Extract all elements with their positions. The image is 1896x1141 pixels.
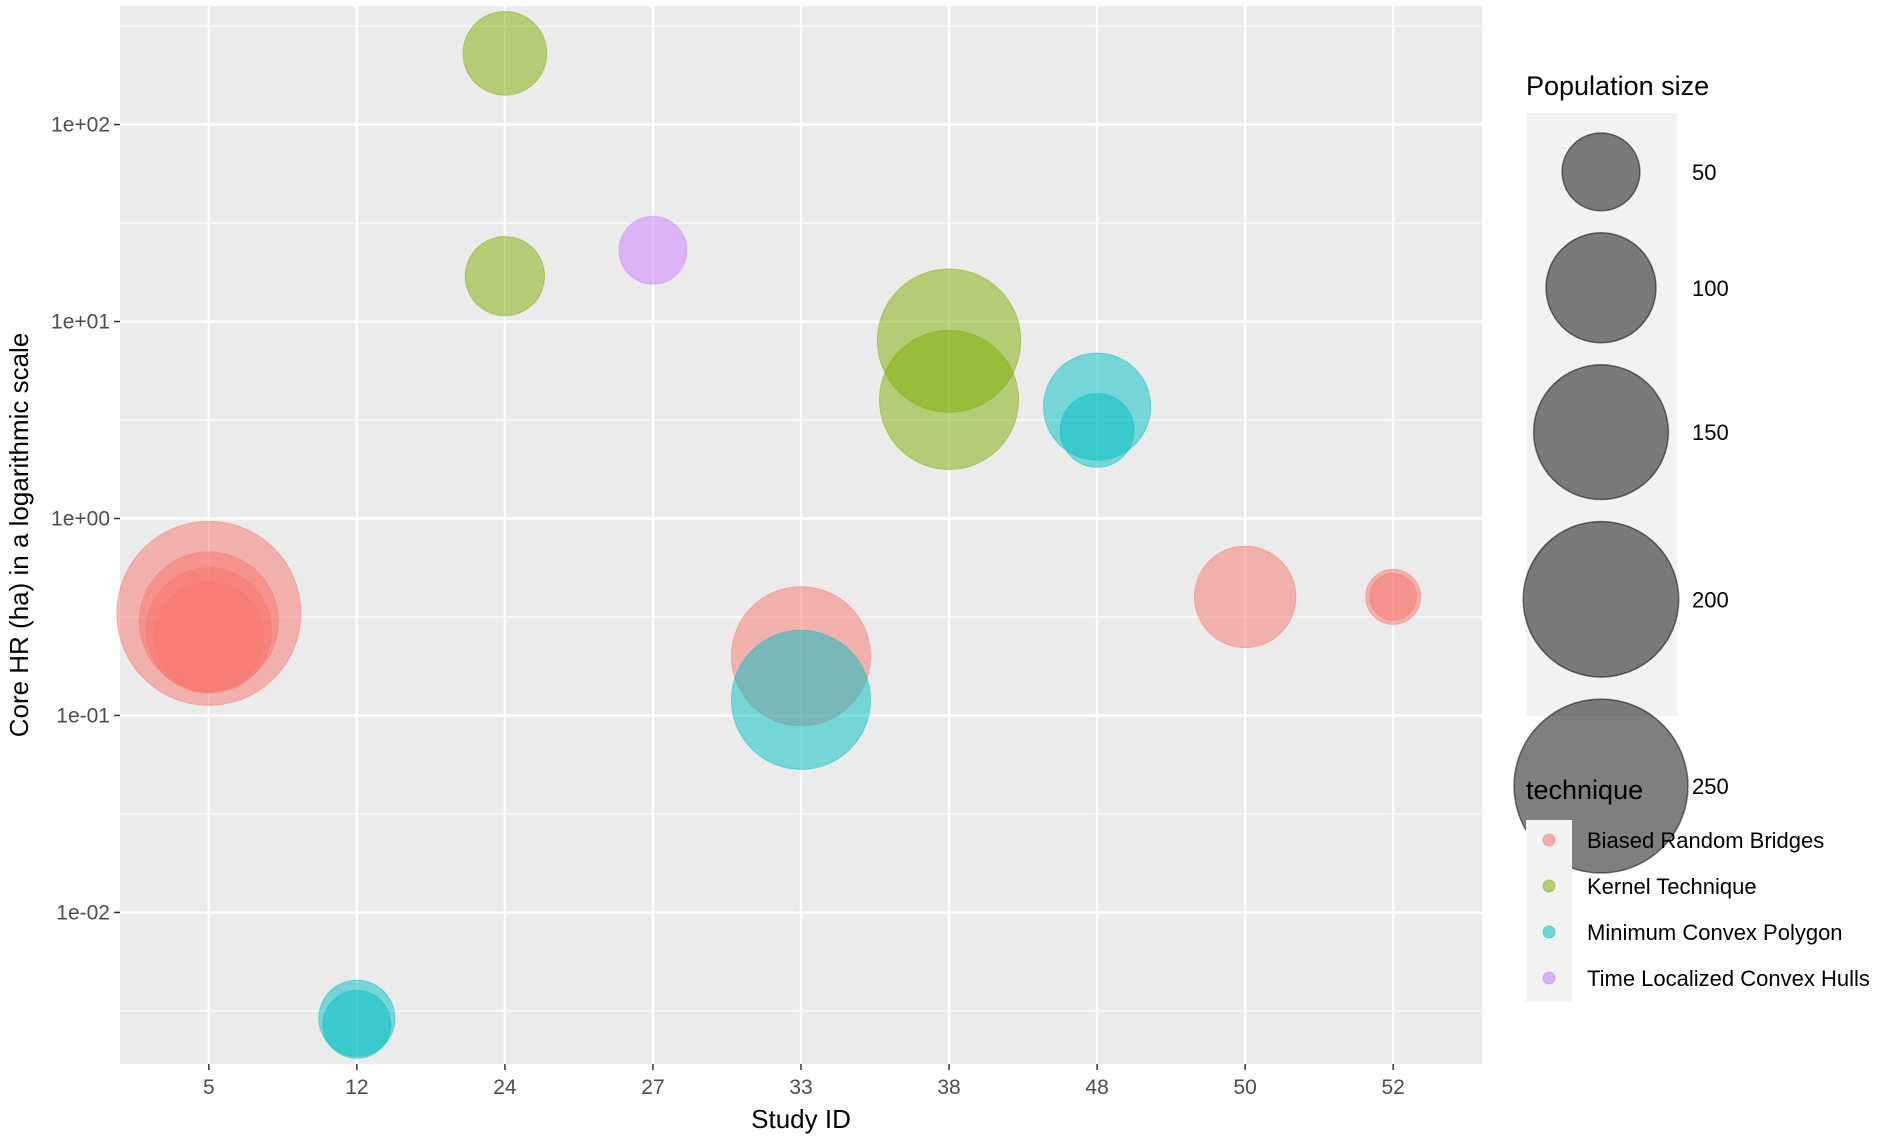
color-legend: technique Biased Random Bridges Kernel Te… (1526, 775, 1870, 1002)
data-point (618, 215, 688, 285)
data-point (878, 329, 1020, 470)
color-legend-label: Biased Random Bridges (1587, 828, 1824, 853)
data-point (322, 990, 392, 1059)
data-point (1193, 545, 1297, 649)
data-point (1059, 393, 1135, 468)
x-axis-ticks: 5 12 24 27 33 38 48 50 52 (203, 1064, 1405, 1099)
y-axis-ticks: 1e-02 1e-01 1e+00 1e+01 1e+02 (51, 114, 120, 924)
y-tick-label: 1e+02 (51, 114, 110, 137)
color-legend-key (1542, 833, 1556, 847)
size-legend-key (1561, 132, 1641, 212)
color-legend-label: Kernel Technique (1587, 874, 1757, 899)
data-point (464, 235, 546, 317)
data-point (462, 10, 548, 96)
y-tick-label: 1e-01 (56, 704, 110, 727)
size-legend-key (1545, 232, 1657, 344)
x-tick-label: 52 (1381, 1076, 1404, 1099)
size-legend-label: 50 (1692, 160, 1716, 185)
x-tick-label: 24 (493, 1076, 517, 1099)
color-legend-key (1542, 879, 1556, 893)
color-legend-label: Minimum Convex Polygon (1587, 920, 1843, 945)
size-legend: Population size 50 100 150 200 250 (1513, 71, 1729, 874)
size-legend-label: 250 (1692, 774, 1729, 799)
x-tick-label: 38 (937, 1076, 960, 1099)
color-legend-label: Time Localized Convex Hulls (1587, 966, 1870, 991)
y-tick-label: 1e-02 (56, 901, 110, 924)
x-axis-title: Study ID (751, 1104, 851, 1134)
y-tick-label: 1e+00 (51, 508, 110, 531)
size-legend-key (1532, 364, 1670, 501)
x-tick-label: 50 (1233, 1076, 1256, 1099)
data-point (1369, 573, 1418, 621)
data-points (116, 10, 1422, 1059)
color-legend-key (1542, 971, 1556, 985)
size-legend-label: 100 (1692, 276, 1729, 301)
x-tick-label: 12 (345, 1076, 368, 1099)
x-tick-label: 33 (789, 1076, 812, 1099)
size-legend-title: Population size (1526, 71, 1709, 101)
data-point (153, 581, 265, 693)
x-tick-label: 5 (203, 1076, 215, 1099)
x-tick-label: 48 (1085, 1076, 1108, 1099)
y-axis-title: Core HR (ha) in a logarithmic scale (4, 333, 34, 738)
data-point (730, 629, 872, 770)
x-tick-label: 27 (641, 1076, 664, 1099)
size-legend-label: 200 (1692, 587, 1729, 612)
y-tick-label: 1e+01 (51, 311, 110, 334)
size-legend-label: 150 (1692, 420, 1729, 445)
size-legend-key (1522, 520, 1680, 678)
color-legend-title: technique (1526, 775, 1643, 805)
major-gridlines (120, 6, 1482, 1064)
color-legend-key (1542, 925, 1556, 939)
